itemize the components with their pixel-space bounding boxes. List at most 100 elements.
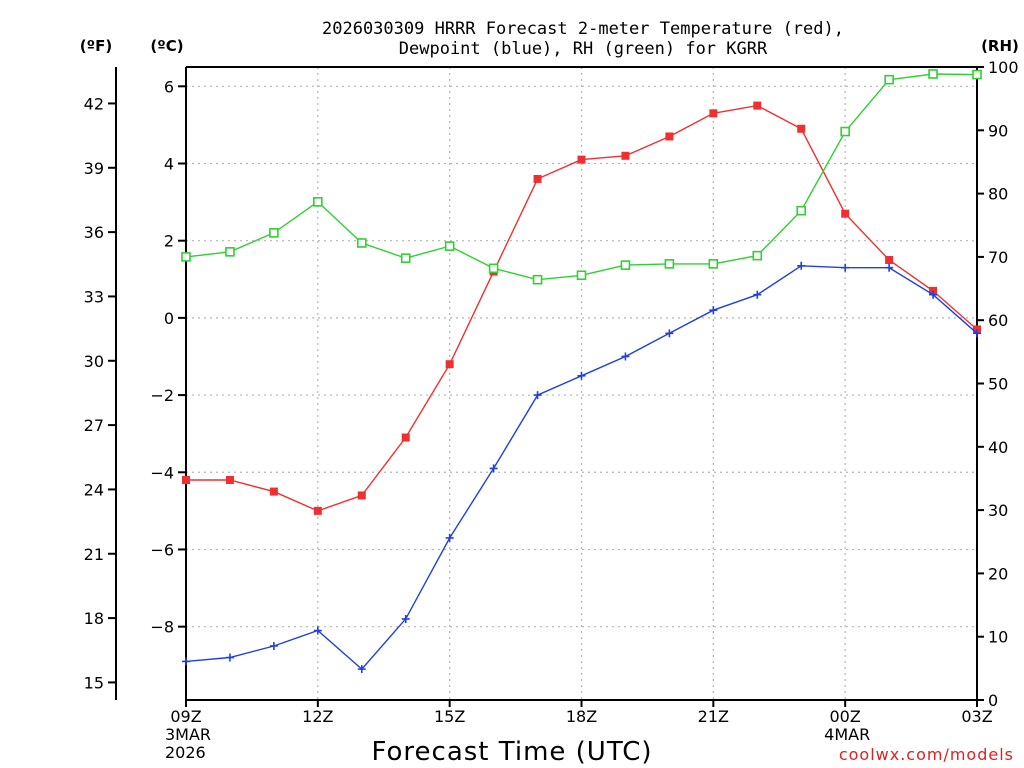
fahrenheit-tick-label: 21 (84, 545, 104, 564)
rh-point (928, 69, 938, 79)
rh-tick-label: 90 (988, 121, 1008, 140)
fahrenheit-tick-label: 42 (84, 94, 104, 113)
rh-tick-label: 0 (988, 691, 998, 710)
fahrenheit-axis-label: (ºF) (80, 37, 112, 55)
temperature-point (577, 155, 586, 164)
dewpoint-point (885, 263, 894, 272)
temperature-point (401, 433, 410, 442)
rh-point (269, 228, 279, 238)
celsius-axis-label: (ºC) (150, 37, 183, 55)
fahrenheit-tick-label: 15 (84, 673, 104, 692)
fahrenheit-tick-label: 18 (84, 609, 104, 628)
fahrenheit-tick-label: 36 (84, 223, 104, 242)
time-tick-label: 21Z (698, 707, 729, 726)
fahrenheit-tick-label: 27 (84, 416, 104, 435)
axes (115, 66, 978, 701)
rh-axis-label: (RH) (981, 37, 1019, 55)
dewpoint-point (182, 657, 190, 666)
celsius-tick-label: 6 (164, 77, 174, 96)
rh-point (708, 259, 719, 269)
temperature-point (621, 151, 630, 160)
temperature-point (533, 174, 542, 183)
credit-text: coolwx.com/models (839, 745, 1014, 764)
rh-point (313, 197, 323, 207)
time-tick-label: 09Z (170, 707, 201, 726)
celsius-tick-label: 0 (164, 309, 174, 328)
time-tick-label: 12Z (302, 707, 333, 726)
celsius-tick-label: −6 (150, 540, 174, 559)
rh-tick-label: 60 (988, 311, 1008, 330)
temperature-point (357, 491, 366, 500)
date-tick-label: 3MAR (165, 725, 211, 744)
celsius-tick-label: −8 (150, 618, 174, 637)
rh-tick-label: 30 (988, 501, 1008, 520)
x-axis-title: Forecast Time (UTC) (371, 737, 652, 767)
celsius-tick-label: 4 (164, 154, 174, 173)
rh-point (444, 241, 455, 251)
fahrenheit-tick-label: 33 (84, 287, 104, 306)
dewpoint-point (709, 306, 718, 315)
time-tick-label: 15Z (434, 707, 465, 726)
rh-tick-label: 70 (988, 248, 1008, 267)
dewpoint-point (753, 290, 762, 299)
rh-tick-label: 40 (988, 438, 1008, 457)
rh-point (400, 253, 411, 263)
series-lines (181, 69, 982, 674)
rh-point (620, 260, 631, 270)
celsius-tick-label: 2 (164, 232, 174, 251)
time-tick-label: 18Z (566, 707, 597, 726)
rh-point (664, 259, 675, 269)
temperature-point (665, 132, 674, 141)
rh-tick-label: 80 (988, 185, 1008, 204)
dewpoint-point (401, 614, 410, 623)
dewpoint-point (445, 533, 454, 542)
temperature-point (753, 101, 762, 110)
chart-title-line1: 2026030309 HRRR Forecast 2-meter Tempera… (322, 19, 844, 39)
temperature-point (182, 475, 190, 484)
celsius-tick-label: −2 (150, 386, 174, 405)
rh-tick-label: 20 (988, 564, 1008, 583)
dewpoint-point (269, 641, 278, 650)
rh-point (576, 270, 587, 281)
rh-point (532, 274, 543, 285)
rh-tick-label: 10 (988, 628, 1008, 647)
rh-point (972, 69, 982, 80)
dewpoint-point (225, 653, 234, 662)
dewpoint-point (841, 263, 850, 272)
rh-point (840, 126, 850, 137)
rh-point (225, 247, 235, 257)
dewpoint-point (929, 290, 938, 299)
rh-point (356, 238, 367, 248)
rh-point (181, 252, 191, 262)
dewpoint-point (621, 352, 630, 361)
temperature-point (797, 124, 806, 133)
dewpoint-point (533, 391, 542, 400)
temperature-point (709, 109, 718, 118)
dewpoint-point (577, 371, 586, 380)
dewpoint-point (665, 329, 674, 338)
celsius-tick-label: −4 (150, 463, 174, 482)
year-tick-label: 2026 (165, 743, 206, 762)
time-tick-label: 00Z (830, 707, 861, 726)
tick-labels: 6420−2−4−6−84239363330272421181510090807… (84, 58, 1019, 762)
fahrenheit-tick-label: 24 (84, 480, 104, 499)
date-tick-label: 4MAR (824, 725, 870, 744)
temperature-point (225, 475, 234, 484)
dewpoint-point (973, 329, 981, 338)
temperature-point (445, 360, 454, 369)
dewpoint-point (797, 261, 806, 270)
temperature-point (313, 506, 322, 515)
temperature-point (841, 209, 850, 218)
rh-tick-label: 50 (988, 375, 1008, 394)
time-tick-label: 03Z (961, 707, 992, 726)
rh-point (796, 205, 807, 216)
rh-point (488, 263, 499, 274)
temperature-point (885, 255, 894, 264)
chart-title-line2: Dewpoint (blue), RH (green) for KGRR (399, 39, 768, 59)
rh-point (752, 250, 763, 261)
fahrenheit-tick-label: 39 (84, 159, 104, 178)
fahrenheit-tick-label: 30 (84, 352, 104, 371)
dewpoint-point (489, 464, 498, 473)
dewpoint-point (313, 626, 322, 635)
